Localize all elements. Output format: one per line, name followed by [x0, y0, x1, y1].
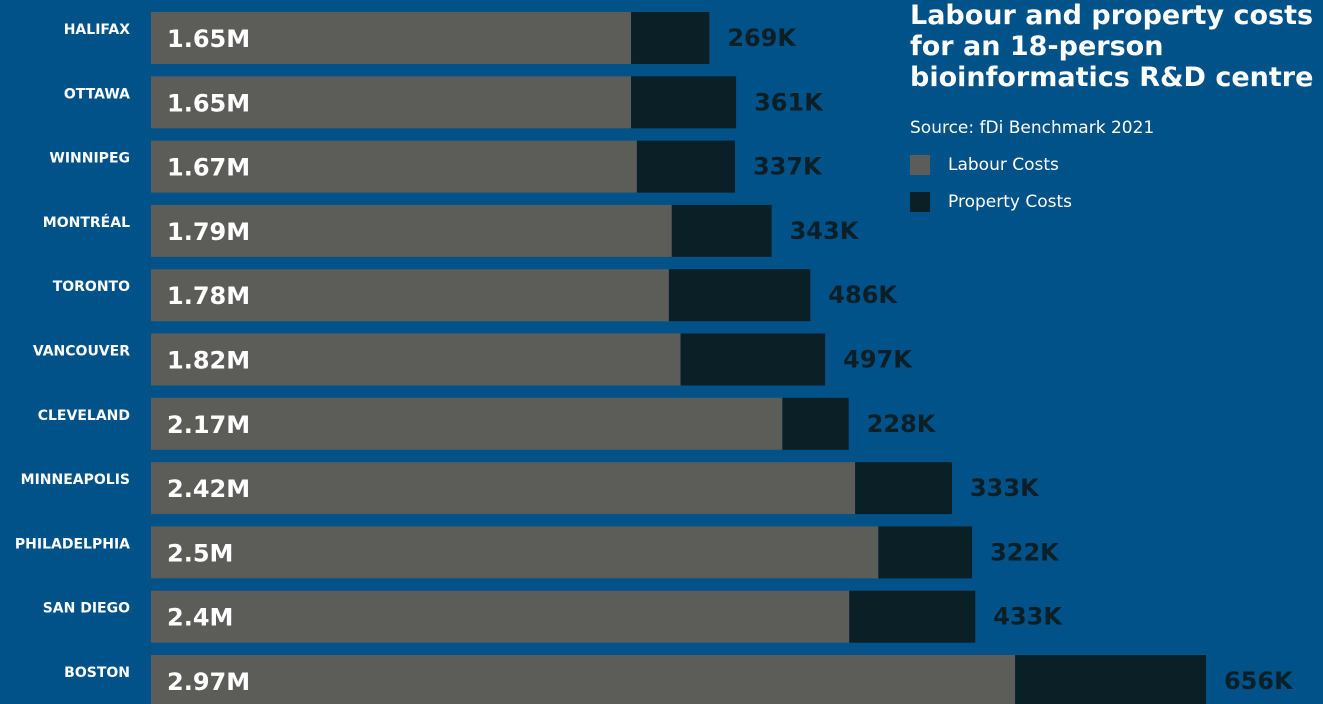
labour-value-label-toronto: 1.78M: [167, 282, 250, 310]
legend-item-property: Property Costs: [910, 183, 1320, 220]
city-label-minneapolis: MINNEAPOLIS: [21, 472, 130, 488]
bar-labour-winnipeg: [151, 140, 637, 193]
bar-labour-philadelphia: [151, 526, 879, 579]
bar-property-boston: [1015, 655, 1206, 704]
city-label-vancouver: VANCOUVER: [33, 344, 130, 360]
city-label-philadelphia: PHILADELPHIA: [15, 536, 130, 552]
property-value-label-halifax: 269K: [727, 24, 797, 52]
legend: Labour Costs Property Costs: [910, 146, 1320, 220]
legend-swatch-property: [910, 191, 930, 212]
labour-value-label-philadelphia: 2.5M: [167, 539, 233, 567]
labour-value-label-montr-al: 1.79M: [167, 218, 250, 246]
labour-value-label-boston: 2.97M: [167, 668, 250, 696]
property-value-label-winnipeg: 337K: [753, 153, 823, 181]
bar-property-montr-al: [671, 204, 772, 257]
chart-title: Labour and property costs for an 18-pers…: [910, 0, 1314, 93]
property-value-label-minneapolis: 333K: [970, 474, 1040, 502]
city-label-boston: BOSTON: [64, 665, 130, 681]
bar-labour-boston: [151, 655, 1016, 704]
property-value-label-boston: 656K: [1224, 667, 1294, 695]
bar-property-halifax: [631, 12, 710, 64]
bar-property-vancouver: [680, 333, 826, 386]
bar-labour-minneapolis: [151, 462, 856, 515]
labour-value-label-minneapolis: 2.42M: [167, 475, 250, 503]
bar-labour-ottawa: [151, 76, 632, 129]
labour-value-label-ottawa: 1.65M: [167, 89, 250, 117]
property-value-label-cleveland: 228K: [867, 410, 937, 438]
legend-label-labour: Labour Costs: [948, 154, 1059, 175]
labour-value-label-halifax: 1.65M: [167, 25, 250, 53]
property-value-label-san-diego: 433K: [993, 603, 1063, 631]
labour-value-label-winnipeg: 1.67M: [167, 154, 250, 182]
city-label-san-diego: SAN DIEGO: [43, 601, 130, 617]
bar-labour-halifax: [151, 12, 632, 64]
city-label-toronto: TORONTO: [53, 279, 130, 295]
property-value-label-montr-al: 343K: [790, 217, 860, 245]
chart-source: Source: fDi Benchmark 2021: [910, 118, 1155, 138]
title-block: Labour and property costs for an 18-pers…: [910, 0, 1320, 220]
bar-property-toronto: [668, 269, 811, 322]
city-label-halifax: HALIFAX: [64, 22, 130, 38]
labour-value-label-san-diego: 2.4M: [167, 604, 233, 632]
bar-labour-vancouver: [151, 333, 681, 386]
labour-value-label-vancouver: 1.82M: [167, 347, 250, 375]
bar-property-cleveland: [782, 397, 849, 450]
property-value-label-philadelphia: 322K: [990, 538, 1060, 566]
city-label-winnipeg: WINNIPEG: [49, 151, 130, 167]
bar-labour-cleveland: [151, 397, 783, 450]
city-label-montr-al: MONTRÉAL: [43, 214, 130, 231]
legend-swatch-labour: [910, 154, 930, 175]
legend-item-labour: Labour Costs: [910, 146, 1320, 183]
bar-labour-san-diego: [151, 590, 850, 643]
legend-label-property: Property Costs: [948, 191, 1072, 212]
city-label-ottawa: OTTAWA: [64, 86, 130, 102]
bar-labour-toronto: [151, 269, 669, 322]
bar-property-philadelphia: [878, 526, 973, 579]
bar-property-ottawa: [631, 76, 737, 129]
property-value-label-vancouver: 497K: [843, 346, 913, 374]
bar-property-winnipeg: [636, 140, 735, 193]
bar-property-minneapolis: [855, 462, 952, 515]
property-value-label-ottawa: 361K: [754, 88, 824, 116]
property-value-label-toronto: 486K: [828, 281, 898, 309]
bar-property-san-diego: [849, 590, 976, 643]
bar-labour-montr-al: [151, 204, 672, 257]
labour-value-label-cleveland: 2.17M: [167, 411, 250, 439]
city-label-cleveland: CLEVELAND: [38, 408, 130, 424]
